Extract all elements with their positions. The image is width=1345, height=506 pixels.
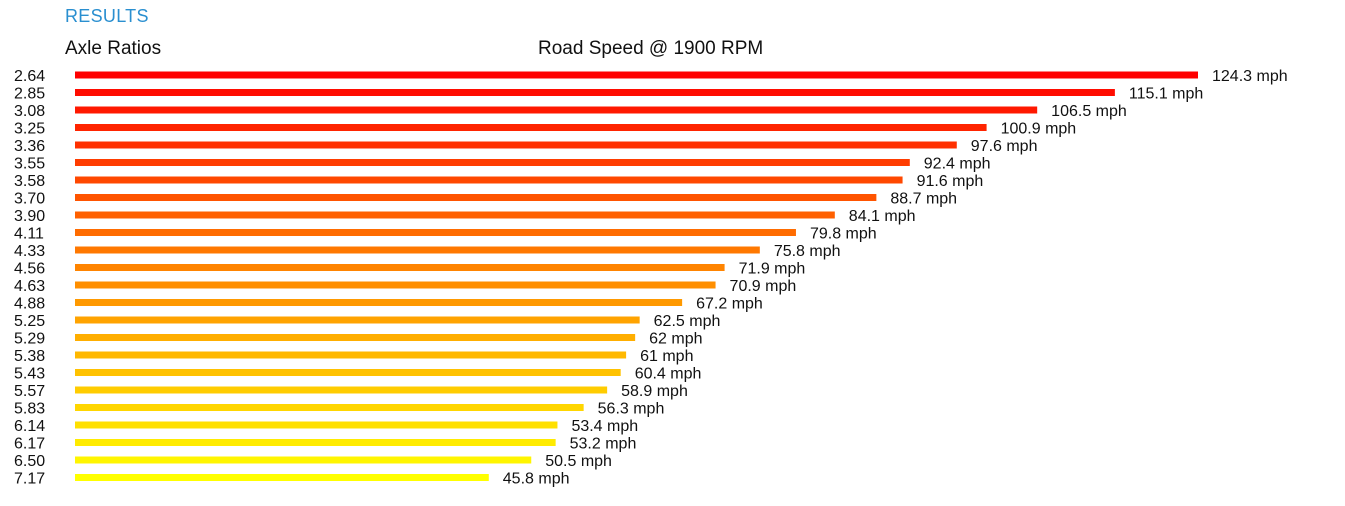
axle-ratio-label: 3.90 xyxy=(14,208,45,225)
axle-ratio-label: 3.55 xyxy=(14,156,45,173)
axle-ratio-label: 3.25 xyxy=(14,121,45,138)
road-speed-chart-title: Road Speed @ 1900 RPM xyxy=(538,38,764,59)
speed-bar xyxy=(75,369,621,376)
speed-value-label: 45.8 mph xyxy=(503,471,570,488)
axle-ratio-label: 4.11 xyxy=(14,226,44,243)
speed-bar xyxy=(75,176,903,184)
speed-bar xyxy=(75,351,627,359)
speed-value-label: 79.8 mph xyxy=(810,226,877,243)
speed-bar xyxy=(75,386,608,394)
speed-bar xyxy=(75,141,957,149)
speed-value-label: 53.2 mph xyxy=(570,436,637,453)
speed-bar xyxy=(75,281,716,289)
speed-value-label: 115.1 mph xyxy=(1129,86,1203,103)
speed-bar xyxy=(75,316,640,324)
speed-value-label: 58.9 mph xyxy=(621,383,688,400)
results-heading: RESULTS xyxy=(65,6,149,26)
speed-value-label: 61 mph xyxy=(640,348,693,365)
speed-bar xyxy=(75,334,636,341)
axle-ratio-label: 5.29 xyxy=(14,331,45,348)
speed-value-label: 62.5 mph xyxy=(654,313,721,330)
speed-bar xyxy=(75,194,877,201)
axle-ratio-label: 5.83 xyxy=(14,401,45,418)
axle-ratio-label: 6.14 xyxy=(14,418,45,435)
axle-ratio-label: 4.56 xyxy=(14,261,45,278)
speed-bar xyxy=(75,71,1198,79)
speed-bar xyxy=(75,211,835,219)
axle-ratio-label: 3.70 xyxy=(14,191,45,208)
axle-ratio-label: 7.17 xyxy=(14,471,45,488)
speed-bar xyxy=(75,159,910,166)
speed-value-label: 97.6 mph xyxy=(971,138,1038,155)
speed-value-label: 67.2 mph xyxy=(696,296,763,313)
speed-value-label: 50.5 mph xyxy=(545,453,612,470)
speed-value-label: 92.4 mph xyxy=(924,156,991,173)
axle-ratio-label: 4.63 xyxy=(14,278,45,295)
speed-bar xyxy=(75,456,532,464)
axle-ratio-label: 5.57 xyxy=(14,383,45,400)
axle-ratio-label: 6.17 xyxy=(14,436,45,453)
speed-value-label: 60.4 mph xyxy=(635,366,702,383)
axle-ratio-label: 5.43 xyxy=(14,366,45,383)
speed-bar xyxy=(75,421,558,429)
axle-ratio-label: 3.36 xyxy=(14,138,45,155)
speed-value-label: 84.1 mph xyxy=(849,208,916,225)
speed-bar xyxy=(75,246,760,254)
axle-ratio-label: 4.88 xyxy=(14,296,45,313)
speed-bar xyxy=(75,404,584,411)
axle-ratio-label: 5.25 xyxy=(14,313,45,330)
speed-value-label: 62 mph xyxy=(649,331,702,348)
axle-ratio-label: 6.50 xyxy=(14,453,45,470)
axle-ratio-label: 3.08 xyxy=(14,103,45,120)
speed-value-label: 75.8 mph xyxy=(774,243,841,260)
speed-bar xyxy=(75,124,987,131)
axle-ratio-label: 3.58 xyxy=(14,173,45,190)
speed-bar xyxy=(75,264,725,271)
speed-bar xyxy=(75,439,556,446)
speed-value-label: 91.6 mph xyxy=(917,173,984,190)
speed-bar xyxy=(75,299,683,306)
speed-value-label: 70.9 mph xyxy=(730,278,797,295)
speed-value-label: 71.9 mph xyxy=(739,261,806,278)
speed-bar xyxy=(75,89,1115,96)
speed-bar xyxy=(75,474,489,481)
axle-ratio-label: 2.64 xyxy=(14,68,45,85)
speed-value-label: 53.4 mph xyxy=(571,418,638,435)
axle-ratios-header: Axle Ratios xyxy=(65,38,162,59)
speed-value-label: 56.3 mph xyxy=(598,401,665,418)
axle-ratio-label: 2.85 xyxy=(14,86,45,103)
speed-value-label: 100.9 mph xyxy=(1001,121,1077,138)
speed-value-label: 88.7 mph xyxy=(890,191,957,208)
axle-ratio-label: 5.38 xyxy=(14,348,45,365)
speed-bar xyxy=(75,106,1038,114)
speed-value-label: 124.3 mph xyxy=(1212,68,1288,85)
speed-bar xyxy=(75,229,796,236)
axle-ratio-label: 4.33 xyxy=(14,243,45,260)
speed-value-label: 106.5 mph xyxy=(1051,103,1127,120)
